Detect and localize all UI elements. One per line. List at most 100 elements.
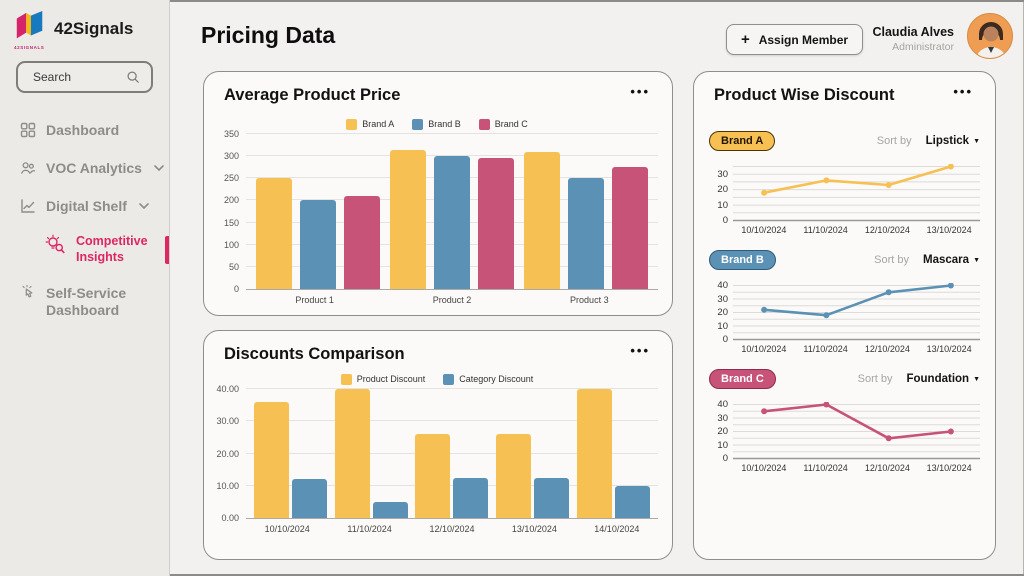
bar-group	[524, 151, 648, 289]
plot	[733, 164, 980, 222]
y-axis: 0.00 10.00 20.00 30.00 40.00	[216, 385, 246, 523]
sidebar-item-label: Self-Service Dashboard	[46, 285, 127, 318]
sidebar-item-voc-analytics[interactable]: VOC Analytics	[20, 160, 164, 177]
sidebar-item-label: Dashboard	[46, 122, 120, 138]
legend-swatch	[412, 118, 424, 130]
more-options-icon[interactable]: •••	[630, 84, 650, 99]
x-tick-label: 12/10/2024	[864, 463, 910, 473]
y-tick-label: 40	[717, 399, 728, 410]
plot	[733, 283, 980, 341]
y-tick-label: 20	[717, 307, 728, 318]
bar	[534, 477, 570, 518]
gridline	[246, 484, 658, 486]
card-title: Discounts Comparison	[224, 345, 405, 363]
sort-by-label: Sort by	[876, 135, 912, 147]
card-average-product-price: Average Product Price ••• Brand A Brand B…	[203, 71, 673, 316]
sort-by-label: Sort by	[874, 254, 910, 266]
sort-dropdown-brand-a[interactable]: Lipstick ▼	[926, 135, 980, 147]
y-tick-label: 10.00	[216, 480, 239, 491]
y-tick-label: 350	[223, 129, 239, 139]
chevron-down-icon	[154, 165, 164, 171]
y-tick-label: 0	[722, 215, 728, 226]
gridline	[246, 452, 658, 454]
brand-a-line-chart: 0 10 20 30 10/10/2024 11/10/2024 12/10/2024 13…	[709, 164, 980, 235]
more-options-icon[interactable]: •••	[953, 84, 973, 99]
x-tick-label: Product 3	[570, 295, 609, 305]
plot	[246, 388, 658, 519]
bar-group	[334, 389, 408, 518]
logo-cube-icon	[16, 10, 43, 39]
x-tick-label: 10/10/2024	[741, 463, 787, 473]
x-tick-label: 13/10/2024	[926, 344, 972, 354]
y-tick-label: 0	[233, 284, 239, 294]
y-tick-label: 40	[717, 280, 728, 291]
x-axis: 10/10/2024 11/10/2024 12/10/2024 13/10/2024…	[246, 519, 658, 534]
plus-icon: +	[740, 31, 750, 48]
brand-c-section: Brand C Sort by Foundation ▼ 0 10 20 30 40 1…	[709, 369, 980, 473]
assign-member-label: Assign Member	[758, 32, 849, 47]
gridline	[246, 420, 658, 422]
app-name: 42Signals	[54, 19, 134, 38]
avatar[interactable]	[967, 13, 1013, 59]
bar-group	[256, 178, 380, 289]
chevron-down-icon	[139, 203, 149, 209]
sidebar-item-dashboard[interactable]: Dashboard	[20, 122, 119, 139]
bar	[390, 149, 426, 289]
sort-value: Mascara	[923, 254, 970, 266]
sidebar-item-label: Digital Shelf	[46, 198, 127, 214]
y-tick-label: 0	[722, 453, 728, 464]
bar	[612, 167, 648, 289]
sort-dropdown-brand-b[interactable]: Mascara ▼	[923, 254, 980, 266]
more-options-icon[interactable]: •••	[630, 343, 650, 358]
people-icon	[20, 162, 36, 174]
chart-legend: Product Discount Category Discount	[216, 373, 658, 385]
assign-member-button[interactable]: + Assign Member	[726, 24, 863, 55]
y-tick-label: 150	[223, 217, 239, 228]
legend-swatch	[346, 118, 358, 130]
sort-dropdown-brand-c[interactable]: Foundation ▼	[906, 373, 980, 385]
user-menu[interactable]: Claudia Alves Administrator	[872, 25, 954, 53]
sidebar-item-competitive-insights[interactable]: Competitive Insights	[44, 233, 158, 265]
bar-group	[577, 389, 651, 518]
y-tick-label: 0.00	[221, 513, 239, 523]
x-tick-label: 13/10/2024	[926, 225, 972, 235]
sidebar-item-self-service-dashboard[interactable]: Self-Service Dashboard	[20, 285, 141, 319]
sidebar: 42SIGNALS 42Signals Dashboard	[0, 0, 170, 576]
insight-bulb-magnifier-icon	[45, 234, 65, 254]
line-chart-icon	[21, 199, 35, 213]
app-logo[interactable]	[14, 10, 48, 49]
discounts-comparison-chart: Product Discount Category Discount 0.00 10…	[216, 373, 658, 534]
legend-swatch	[443, 373, 455, 385]
sort-value: Lipstick	[925, 135, 970, 147]
y-tick-label: 50	[228, 261, 239, 272]
y-tick-label: 10	[717, 199, 728, 211]
bar-group	[390, 149, 514, 289]
y-tick-label: 300	[223, 151, 239, 162]
chart-plot-area: 0.00 10.00 20.00 30.00 40.00	[216, 385, 658, 523]
y-tick-label: 10	[717, 439, 728, 451]
y-tick-label: 20.00	[216, 448, 239, 459]
search-input[interactable]	[18, 70, 126, 84]
x-tick-label: 10/10/2024	[741, 225, 787, 235]
page-title: Pricing Data	[201, 22, 336, 48]
y-tick-label: 100	[223, 239, 239, 250]
y-tick-label: 30	[717, 293, 728, 305]
brand-c-badge: Brand C	[709, 369, 776, 389]
dropdown-arrow-icon: ▼	[973, 375, 980, 383]
bar	[577, 389, 613, 518]
chart-legend: Brand A Brand B Brand C	[216, 118, 658, 130]
bar	[496, 434, 532, 518]
gridline	[246, 133, 658, 134]
y-axis: 0 10 20 30 40	[709, 399, 733, 464]
sort-value: Foundation	[906, 373, 970, 385]
sidebar-item-digital-shelf[interactable]: Digital Shelf	[20, 198, 149, 215]
bar	[334, 389, 370, 518]
y-tick-label: 250	[223, 173, 239, 184]
search-box[interactable]	[16, 61, 153, 93]
logo-subtext: 42SIGNALS	[14, 45, 45, 50]
x-tick-label: 11/10/2024	[347, 524, 392, 534]
y-tick-label: 200	[223, 195, 239, 206]
dropdown-arrow-icon: ▼	[973, 256, 980, 264]
y-axis: 0 50 100 150 200 250 300 350	[216, 130, 246, 294]
legend-label: Brand A	[362, 119, 395, 129]
